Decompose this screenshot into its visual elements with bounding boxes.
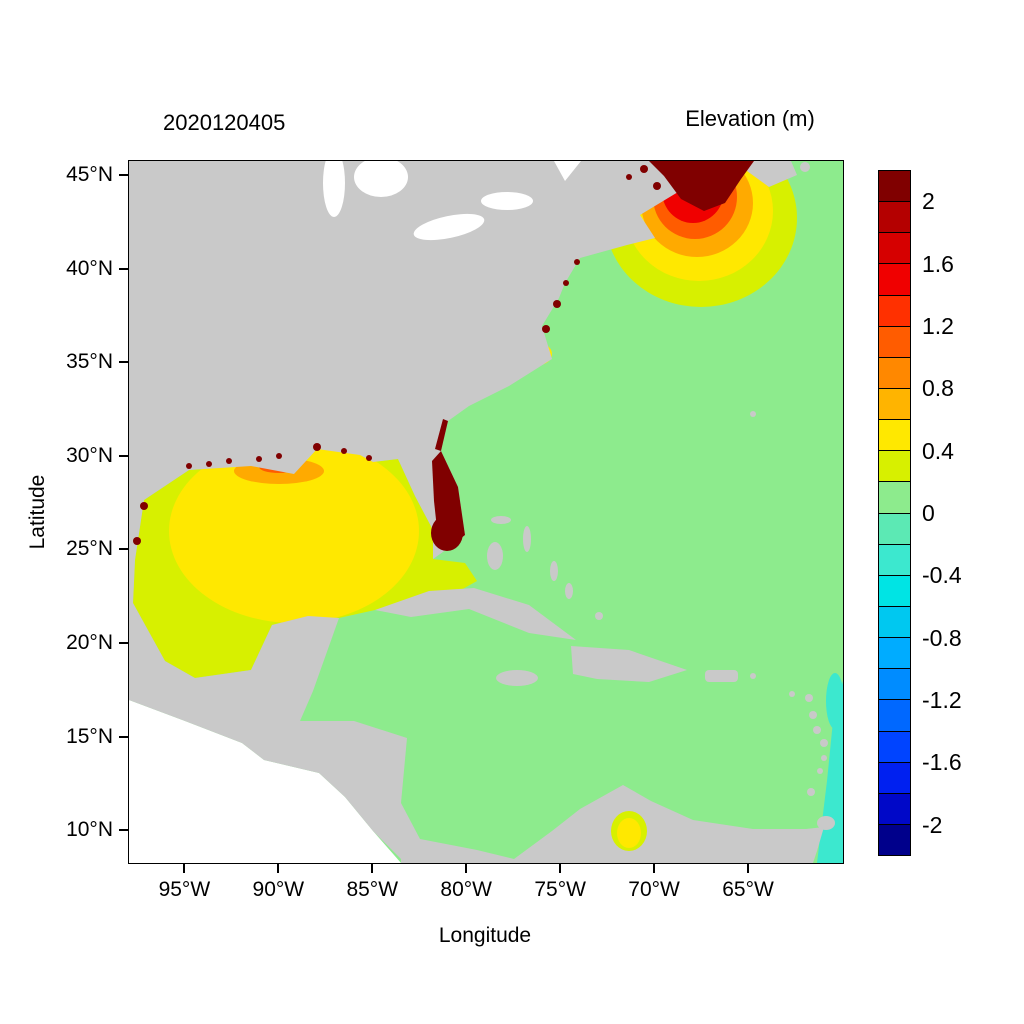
colorbar-segment bbox=[879, 356, 910, 388]
colorbar-segment bbox=[879, 668, 910, 700]
lat-tick-label: 45°N bbox=[66, 162, 113, 186]
colorbar-segment bbox=[879, 450, 910, 482]
lat-tickmark bbox=[119, 454, 128, 457]
lon-tick-label: 80°W bbox=[440, 878, 492, 901]
lesser-antilles bbox=[750, 673, 835, 830]
gulf-yellow-core bbox=[169, 439, 419, 623]
land-shapes bbox=[129, 161, 835, 863]
elevation-map bbox=[129, 161, 843, 863]
colorbar-segment bbox=[879, 325, 910, 357]
lon-tickmark bbox=[277, 864, 280, 873]
colorbar-segment bbox=[879, 263, 910, 295]
puerto-rico bbox=[705, 670, 738, 682]
colorbar-segment bbox=[879, 171, 910, 202]
colorbar-segment bbox=[879, 232, 910, 264]
lon-tick-label: 70°W bbox=[628, 878, 680, 901]
lat-tick-label: 30°N bbox=[66, 443, 113, 467]
lat-tick-label: 15°N bbox=[66, 724, 113, 748]
nova-scotia bbox=[747, 161, 797, 187]
colorbar-title: Elevation (m) bbox=[685, 106, 815, 131]
lat-tickmark bbox=[119, 361, 128, 364]
colorbar-tick-label: -2 bbox=[922, 811, 943, 838]
colorbar-segment bbox=[879, 512, 910, 544]
lon-tickmark bbox=[183, 864, 186, 873]
colorbar-tick-label: -0.4 bbox=[922, 562, 962, 589]
colorbar-tick-label: 1.2 bbox=[922, 312, 954, 339]
map-plot-area bbox=[128, 160, 844, 864]
colorbar-segment bbox=[879, 481, 910, 513]
colorbar-segment bbox=[879, 543, 910, 575]
cuba bbox=[375, 588, 576, 640]
bermuda bbox=[750, 411, 756, 417]
outside-domain-region bbox=[129, 700, 401, 863]
lon-tickmark bbox=[559, 864, 562, 873]
lat-tickmark bbox=[119, 829, 128, 832]
lon-tick-label: 75°W bbox=[534, 878, 586, 901]
lat-tick-label: 10°N bbox=[66, 818, 113, 842]
lon-tickmark bbox=[371, 864, 374, 873]
lon-tick-label: 65°W bbox=[722, 878, 774, 901]
lat-tickmark bbox=[119, 735, 128, 738]
colorbar-tick-label: 2 bbox=[922, 188, 935, 215]
hispaniola bbox=[571, 646, 687, 682]
lat-tickmark bbox=[119, 173, 128, 176]
extreme-surge-overlays bbox=[133, 161, 754, 551]
lake-maracaibo-anomaly bbox=[611, 811, 647, 851]
lat-tick-label: 25°N bbox=[66, 537, 113, 561]
lon-tick-label: 85°W bbox=[346, 878, 399, 901]
trinidad bbox=[817, 816, 835, 830]
colorbar-segment bbox=[879, 419, 910, 451]
lat-tickmark bbox=[119, 548, 128, 551]
lon-tick-label: 95°W bbox=[158, 878, 211, 901]
colorbar-tick-label: 0.8 bbox=[922, 375, 954, 402]
x-axis-label: Longitude bbox=[438, 924, 532, 947]
bahamas bbox=[487, 516, 603, 620]
colorbar-segment bbox=[879, 792, 910, 824]
colorbar-tick-label: 0 bbox=[922, 500, 935, 526]
colorbar-tick-label: 1.6 bbox=[922, 250, 954, 277]
lon-tick-label: 90°W bbox=[252, 878, 305, 901]
y-axis-label: Latitude bbox=[26, 474, 49, 550]
great-lakes bbox=[323, 161, 581, 241]
colorbar-segment bbox=[879, 637, 910, 669]
lat-tickmark bbox=[119, 267, 128, 270]
colorbar-segment bbox=[879, 823, 910, 856]
colorbar-segment bbox=[879, 699, 910, 731]
timestamp-title: 2020120405 bbox=[163, 110, 286, 135]
lat-tick-label: 20°N bbox=[66, 630, 113, 654]
north-america-landmass bbox=[129, 161, 689, 863]
lon-tickmark bbox=[747, 864, 750, 873]
colorbar-segment bbox=[879, 730, 910, 762]
lat-tick-label: 40°N bbox=[66, 256, 113, 280]
colorbar-tick-label: -1.2 bbox=[922, 687, 962, 714]
lat-tickmark bbox=[119, 641, 128, 644]
colorbar-segment bbox=[879, 294, 910, 326]
colorbar-tick-label: -1.6 bbox=[922, 749, 962, 776]
colorbar-segment bbox=[879, 201, 910, 233]
jamaica bbox=[496, 670, 538, 686]
colorbar-tick-label: 0.4 bbox=[922, 437, 954, 464]
lat-tick-label: 35°N bbox=[66, 350, 113, 374]
colorbar-tick-label: -0.8 bbox=[922, 624, 962, 651]
colorbar bbox=[878, 170, 911, 856]
colorbar-segment bbox=[879, 387, 910, 420]
colorbar-segment bbox=[879, 605, 910, 638]
south-america-landmass bbox=[514, 785, 824, 863]
lon-tickmark bbox=[465, 864, 468, 873]
colorbar-segment bbox=[879, 574, 910, 606]
lon-tickmark bbox=[653, 864, 656, 873]
colorbar-segment bbox=[879, 761, 910, 793]
